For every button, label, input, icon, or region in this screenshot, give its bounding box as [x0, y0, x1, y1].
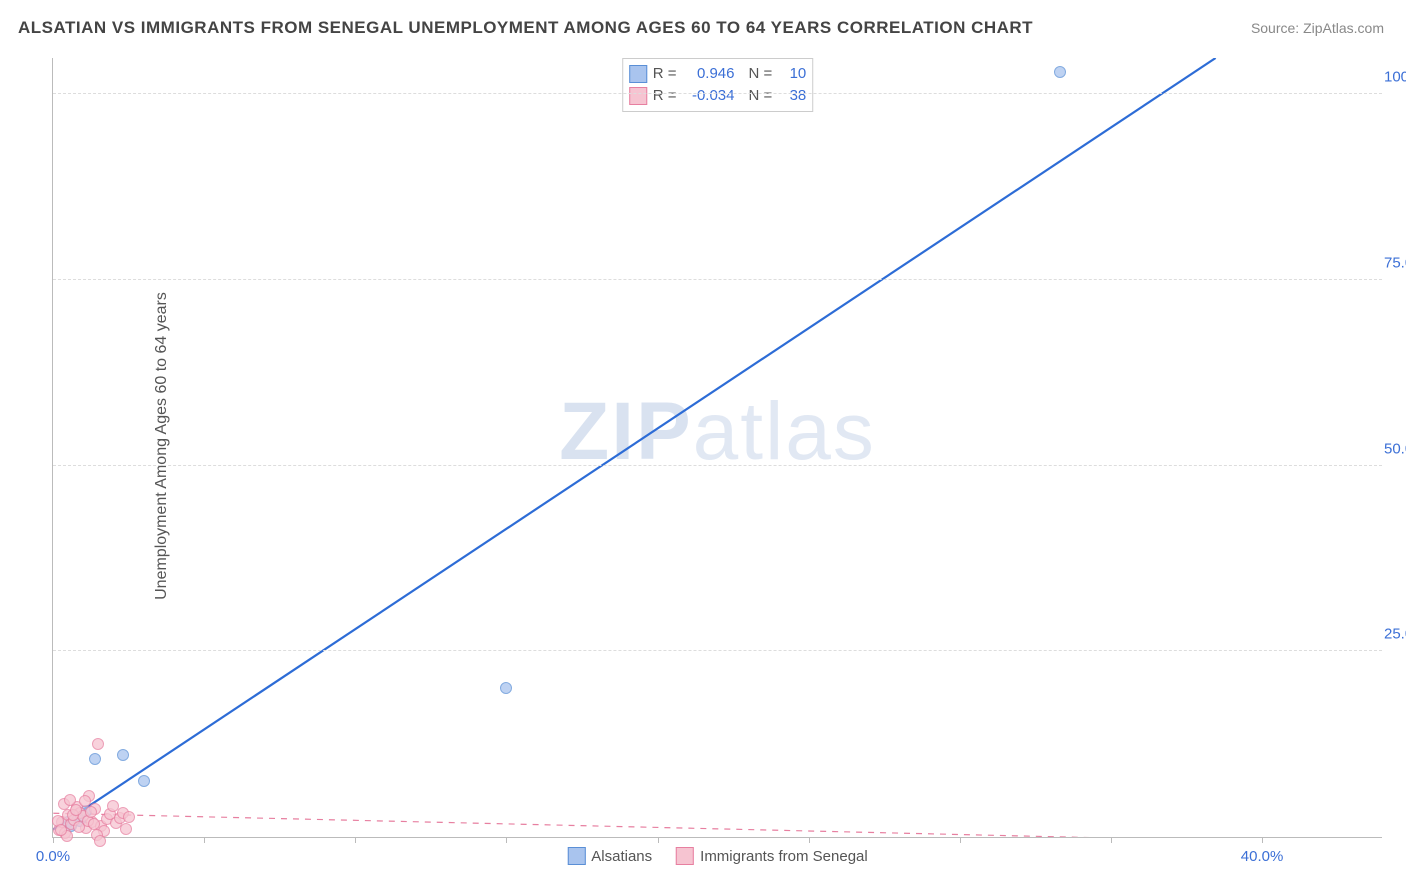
legend-item: Immigrants from Senegal [676, 847, 868, 865]
data-point [1054, 66, 1066, 78]
x-tick-label: 0.0% [36, 848, 70, 865]
data-point [92, 738, 104, 750]
series-legend: Alsatians Immigrants from Senegal [567, 847, 867, 865]
x-tick-mark [355, 837, 356, 843]
grid-line-h [53, 93, 1382, 94]
x-tick-mark [960, 837, 961, 843]
n-value: 38 [778, 85, 806, 107]
data-point [89, 753, 101, 765]
r-value: 0.946 [683, 63, 735, 85]
n-value: 10 [778, 63, 806, 85]
data-point [55, 824, 67, 836]
data-point [85, 806, 97, 818]
r-label: R = [653, 63, 677, 85]
grid-line-h [53, 279, 1382, 280]
swatch-icon [567, 847, 585, 865]
stats-legend-row: R = 0.946 N =10 [629, 63, 807, 85]
data-point [94, 835, 106, 847]
n-label: N = [749, 63, 773, 85]
x-tick-label: 40.0% [1241, 848, 1284, 865]
n-label: N = [749, 85, 773, 107]
data-point [70, 804, 82, 816]
grid-line-h [53, 650, 1382, 651]
data-point [117, 749, 129, 761]
source-text: Source: ZipAtlas.com [1251, 20, 1384, 36]
legend-label: Alsatians [591, 848, 652, 865]
stats-legend-row: R = -0.034 N =38 [629, 85, 807, 107]
grid-line-h [53, 465, 1382, 466]
stats-legend: R = 0.946 N =10 R = -0.034 N =38 [622, 58, 814, 112]
trend-line [53, 813, 1381, 837]
y-tick-label: 50.0% [1384, 440, 1406, 457]
x-tick-mark [204, 837, 205, 843]
y-tick-label: 100.0% [1384, 69, 1406, 86]
trend-lines [53, 58, 1382, 837]
y-tick-label: 25.0% [1384, 626, 1406, 643]
x-tick-mark [658, 837, 659, 843]
legend-label: Immigrants from Senegal [700, 848, 868, 865]
y-tick-label: 75.0% [1384, 254, 1406, 271]
chart-title: ALSATIAN VS IMMIGRANTS FROM SENEGAL UNEM… [18, 18, 1033, 38]
data-point [120, 823, 132, 835]
x-tick-mark [53, 837, 54, 843]
watermark-light: atlas [693, 386, 876, 477]
x-tick-mark [1262, 837, 1263, 843]
swatch-icon [676, 847, 694, 865]
watermark-bold: ZIP [559, 386, 693, 477]
x-tick-mark [506, 837, 507, 843]
legend-item: Alsatians [567, 847, 652, 865]
trend-line [53, 58, 1215, 830]
swatch-icon [629, 87, 647, 105]
data-point [500, 682, 512, 694]
data-point [123, 811, 135, 823]
swatch-icon [629, 65, 647, 83]
r-value: -0.034 [683, 85, 735, 107]
plot-area: ZIPatlas R =0.946N =10R =-0.034N =38 Als… [52, 58, 1382, 838]
data-point [138, 775, 150, 787]
x-tick-mark [1111, 837, 1112, 843]
x-tick-mark [809, 837, 810, 843]
r-label: R = [653, 85, 677, 107]
